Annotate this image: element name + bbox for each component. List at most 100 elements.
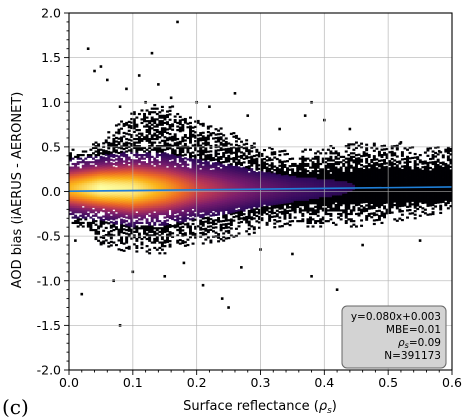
density-cell: [311, 207, 315, 210]
density-cell: [183, 146, 187, 149]
density-cell: [222, 232, 226, 235]
density-cell: [296, 171, 300, 175]
density-cell: [245, 178, 249, 181]
density-cell: [255, 193, 259, 196]
density-cell: [224, 151, 228, 154]
density-cell: [163, 187, 167, 191]
density-cell: [360, 199, 364, 202]
density-cell: [122, 187, 126, 190]
density-cell: [245, 194, 249, 197]
density-cell: [303, 193, 307, 196]
density-cell: [99, 164, 103, 167]
density-cell: [344, 212, 348, 216]
density-cell: [229, 177, 233, 180]
density-cell: [194, 195, 198, 198]
density-cell: [360, 142, 364, 145]
density-cell: [127, 176, 131, 179]
density-cell: [334, 173, 338, 176]
density-cell: [201, 185, 205, 188]
density-cell: [232, 205, 236, 208]
density-cell: [135, 245, 139, 248]
density-cell: [263, 186, 266, 189]
density-cell: [293, 200, 297, 203]
density-cell: [324, 200, 328, 203]
density-cell: [311, 180, 315, 183]
density-cell: [196, 187, 200, 190]
density-cell: [199, 180, 203, 183]
density-cell: [178, 226, 182, 229]
density-cell: [293, 164, 297, 167]
density-cell: [74, 191, 78, 194]
density-cell: [135, 145, 139, 148]
density-cell: [211, 183, 215, 186]
density-cell: [278, 195, 282, 198]
density-cell: [199, 215, 203, 219]
density-cell: [337, 200, 341, 203]
density-cell: [155, 232, 159, 235]
density-cell: [107, 241, 111, 245]
density-cell: [176, 125, 180, 128]
density-cell: [224, 198, 228, 201]
density-cell: [265, 182, 269, 185]
density-cell: [222, 182, 226, 185]
density-cell: [191, 213, 195, 217]
density-cell: [362, 199, 366, 202]
density-cell: [263, 172, 266, 175]
density-cell: [120, 140, 124, 143]
density-cell: [265, 223, 269, 226]
density-cell: [148, 252, 152, 255]
density-cell: [153, 214, 157, 217]
density-cell: [201, 151, 205, 154]
density-cell: [201, 149, 205, 152]
density-cell: [171, 198, 175, 201]
density-cell: [206, 186, 210, 189]
density-cell: [194, 177, 198, 180]
density-cell: [166, 172, 169, 176]
density-cell: [91, 146, 95, 150]
density-cell: [250, 191, 254, 194]
density-cell: [257, 164, 261, 167]
density-cell: [354, 164, 358, 167]
density-cell: [352, 171, 356, 175]
density-cell: [196, 178, 200, 182]
density-cell: [76, 218, 80, 221]
density-cell: [191, 172, 195, 176]
density-cell: [245, 155, 249, 158]
density-cell: [242, 197, 246, 200]
density-cell: [183, 241, 187, 244]
density-cell: [268, 189, 272, 192]
density-cell: [370, 187, 374, 190]
density-cell: [385, 196, 389, 199]
density-cell: [191, 155, 195, 158]
density-cell: [130, 192, 134, 196]
density-cell: [360, 197, 364, 201]
density-cell: [293, 182, 297, 185]
density-cell: [137, 200, 141, 203]
density-cell: [94, 198, 98, 201]
density-cell: [245, 171, 249, 174]
density-cell: [168, 206, 172, 209]
density-cell: [163, 205, 167, 208]
density-cell: [181, 213, 185, 216]
density-cell: [114, 167, 118, 170]
density-cell: [143, 196, 146, 200]
density-cell: [311, 211, 315, 214]
density-cell: [117, 141, 121, 144]
density-cell: [173, 151, 177, 154]
density-cell: [293, 184, 297, 187]
density-cell: [196, 207, 200, 210]
density-cell: [130, 237, 134, 240]
density-cell: [270, 147, 274, 151]
density-cell: [137, 218, 141, 221]
density-cell: [383, 153, 387, 156]
density-cell: [227, 151, 231, 154]
density-cell: [114, 176, 118, 179]
density-cell: [89, 179, 93, 182]
density-cell: [222, 152, 226, 155]
density-cell: [107, 195, 111, 198]
density-cell: [211, 205, 215, 208]
density-cell: [283, 194, 287, 197]
density-cell: [153, 120, 157, 123]
density-cell: [268, 164, 272, 167]
density-cell: [74, 184, 78, 187]
